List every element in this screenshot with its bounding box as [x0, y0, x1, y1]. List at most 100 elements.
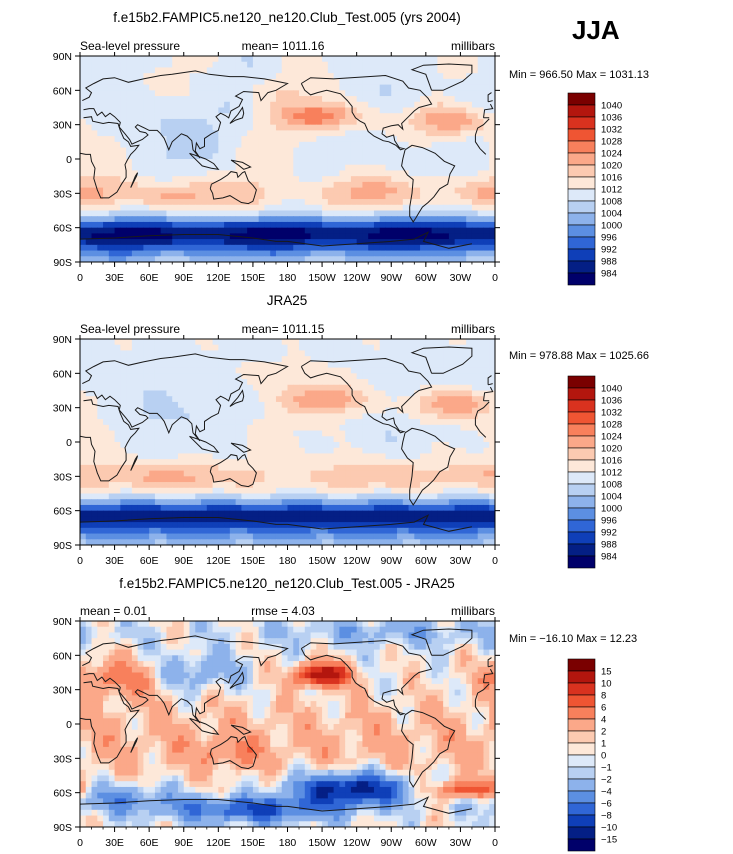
heatmap-cell [103, 493, 110, 500]
heatmap-cell [345, 199, 352, 206]
heatmap-cell [304, 153, 312, 160]
heatmap-cell [477, 170, 484, 177]
heatmap-cell [362, 442, 369, 449]
heatmap-cell [235, 390, 242, 397]
heatmap-cell [368, 350, 375, 357]
heatmap-cell [177, 101, 185, 108]
heatmap-cell [201, 367, 208, 374]
heatmap-cell [275, 447, 283, 454]
heatmap-cell [316, 493, 323, 500]
heatmap-cell [258, 136, 265, 143]
heatmap-cell [391, 407, 398, 414]
heatmap-cell [293, 401, 300, 409]
heatmap-cell [114, 250, 121, 257]
heatmap-cell [454, 442, 461, 449]
heatmap-cell [114, 367, 121, 374]
heatmap-cell [201, 84, 208, 91]
heatmap-cell [345, 470, 352, 477]
heatmap-cell [310, 113, 317, 120]
heatmap-cell [293, 56, 300, 63]
heatmap-cell [126, 379, 133, 386]
heatmap-cell [327, 61, 335, 68]
heatmap-cell [212, 204, 219, 211]
heatmap-cell [126, 470, 133, 477]
heatmap-cell [183, 147, 191, 154]
colorbar-box [567, 140, 596, 154]
heatmap-cell [114, 464, 121, 472]
heatmap-cell [385, 159, 392, 166]
heatmap-cell [391, 78, 398, 86]
heatmap-cell [379, 67, 386, 74]
heatmap-cell [293, 493, 300, 500]
heatmap-cell [195, 401, 202, 409]
heatmap-cell [477, 361, 484, 369]
heatmap-cell [195, 373, 202, 380]
heatmap-cell [437, 424, 444, 432]
heatmap-cell [281, 210, 288, 217]
heatmap-cell [373, 130, 381, 137]
heatmap-cell [189, 487, 196, 494]
heatmap-cell [108, 476, 116, 483]
heatmap-cell [471, 199, 479, 206]
heatmap-cell [195, 193, 202, 200]
heatmap-cell [460, 141, 467, 149]
heatmap-cell [437, 504, 444, 512]
heatmap-cell [80, 390, 87, 397]
heatmap-cell [414, 176, 421, 183]
heatmap-cell [131, 136, 139, 143]
heatmap-cell [448, 367, 456, 374]
heatmap-cell [471, 67, 479, 74]
heatmap-cell [224, 239, 231, 246]
heatmap-cell [108, 356, 116, 363]
heatmap-cell [166, 407, 173, 414]
heatmap-cell [241, 487, 248, 494]
heatmap-cell [235, 90, 242, 97]
heatmap-cell [471, 344, 479, 351]
heatmap-cell [391, 170, 398, 177]
heatmap-cell [368, 244, 375, 252]
heatmap-cell [420, 470, 427, 477]
heatmap-cell [108, 141, 116, 149]
heatmap-cell [408, 210, 415, 217]
heatmap-cell [85, 250, 93, 257]
heatmap-cell [258, 373, 265, 380]
heatmap-cell [143, 210, 150, 217]
heatmap-cell [489, 470, 496, 477]
heatmap-cell [218, 256, 225, 263]
heatmap-cell [466, 470, 473, 477]
heatmap-cell [183, 221, 191, 229]
heatmap-cell [402, 424, 410, 432]
heatmap-cell [454, 199, 461, 206]
heatmap-cell [97, 390, 104, 397]
heatmap-cell [149, 476, 156, 483]
heatmap-cell [206, 356, 214, 363]
heatmap-cell [160, 516, 167, 523]
heatmap-cell [345, 67, 352, 74]
heatmap-cell [293, 470, 300, 477]
heatmap-cell [172, 199, 179, 206]
heatmap-cell [350, 233, 358, 240]
heatmap-cell [91, 210, 98, 217]
heatmap-cell [373, 482, 381, 489]
heatmap-cell [177, 470, 185, 477]
heatmap-cell [362, 250, 369, 257]
heatmap-cell [356, 256, 363, 263]
heatmap-cell [356, 413, 363, 420]
heatmap-cell [304, 181, 312, 189]
heatmap-cell [293, 487, 300, 494]
heatmap-cell [97, 164, 104, 171]
heatmap-cell [160, 56, 167, 63]
heatmap-cell [149, 256, 156, 263]
heatmap-cell [189, 413, 196, 420]
heatmap-cell [477, 244, 484, 252]
heatmap-cell [131, 356, 139, 363]
heatmap-cell [120, 516, 127, 523]
heatmap-cell [448, 487, 456, 494]
heatmap-cell [287, 221, 294, 229]
heatmap-cell [420, 124, 427, 131]
heatmap-cell [218, 90, 225, 97]
heatmap-cell [103, 407, 110, 414]
heatmap-cell [471, 153, 479, 160]
heatmap-cell [172, 227, 179, 234]
heatmap-cell [350, 181, 358, 189]
